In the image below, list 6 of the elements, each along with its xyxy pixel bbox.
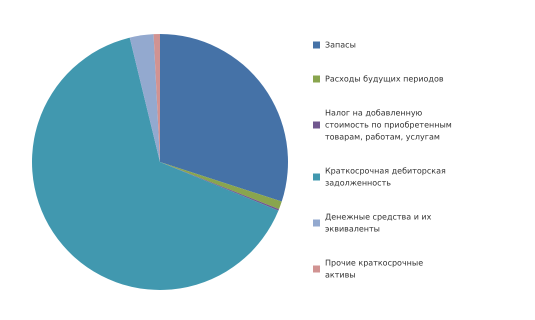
legend-label: Краткосрочная дебиторская задолженность [325, 166, 448, 188]
legend-label: Расходы будущих периодов [325, 74, 444, 84]
legend-label: Денежные средства и их эквиваленты [325, 212, 434, 234]
legend-label: Прочие краткосрочные активы [325, 258, 426, 280]
legend-label: Запасы [325, 40, 356, 50]
legend-label: Налог на добавленную стоимость по приобретенным товарам, работам, услугам [325, 108, 454, 142]
